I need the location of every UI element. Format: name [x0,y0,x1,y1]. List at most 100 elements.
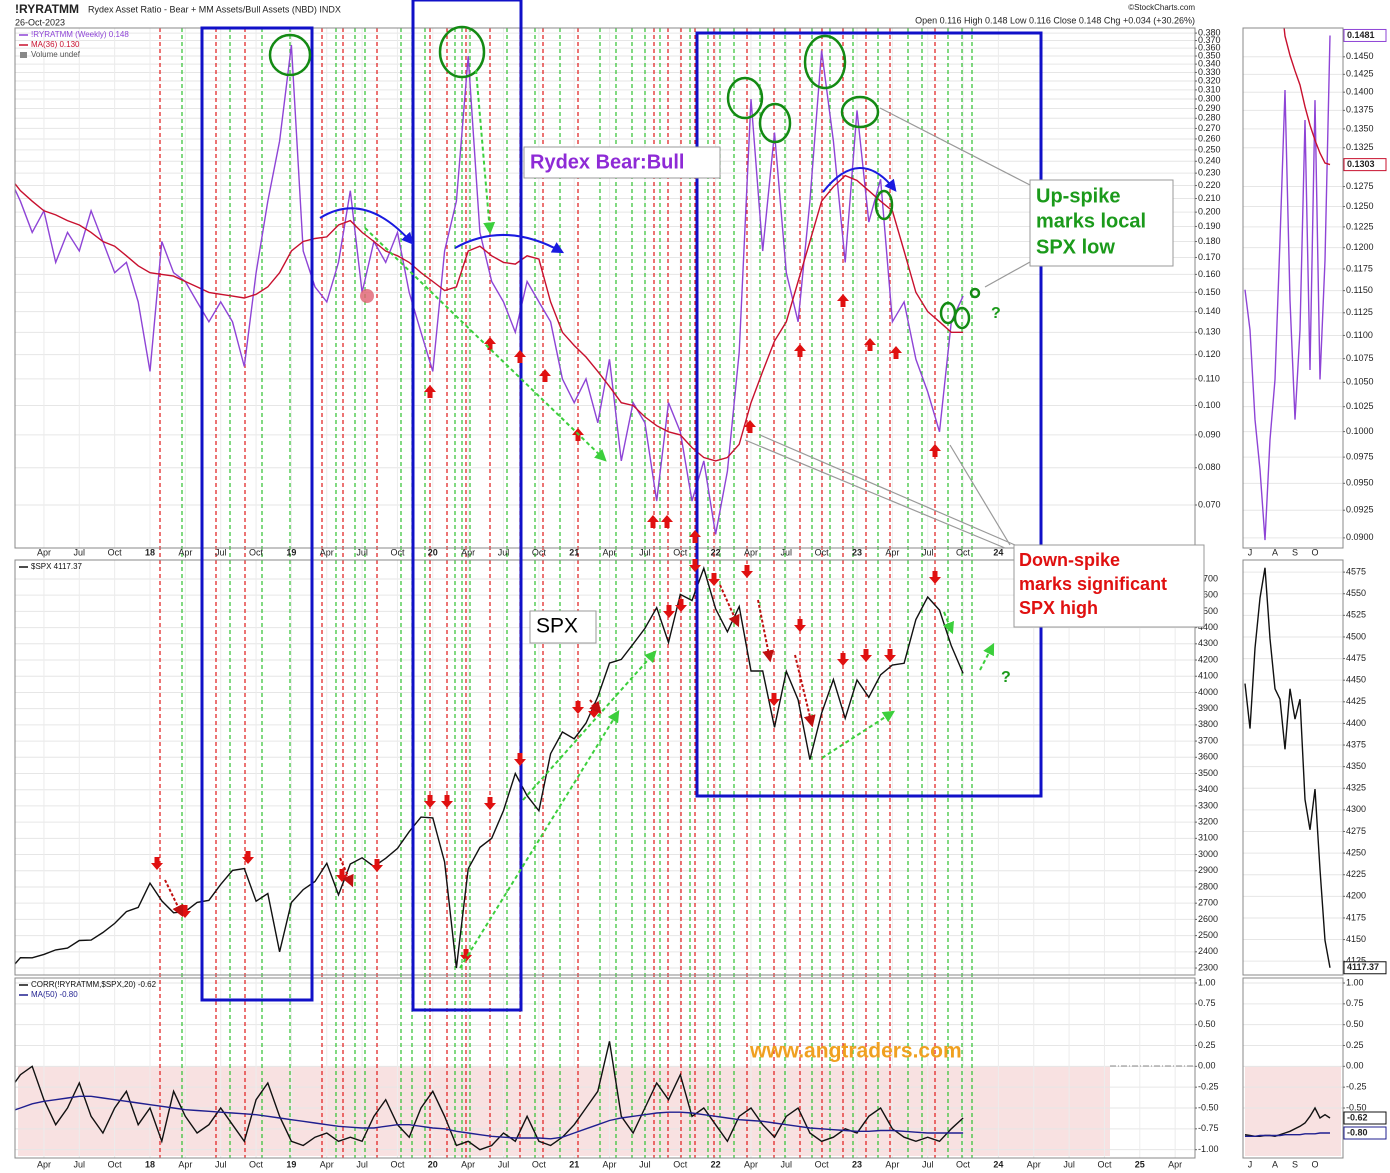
up-arrow [661,515,673,528]
y-tick-label: 0.1350 [1346,123,1374,133]
pointer-line [759,434,1016,546]
note-box [523,146,721,179]
y-tick-label: 0.350 [1198,50,1221,60]
down-arrow [689,559,701,572]
y-tick-label: 0.080 [1198,462,1221,472]
y-tick-label: 0.1375 [1346,105,1374,115]
y-tick-label: 4475 [1346,653,1366,663]
x-tick-label: Oct [108,547,123,557]
annotation-layer [151,0,1043,1012]
x-tick-label: Oct [956,547,971,557]
question-mark: ? [1001,669,1011,686]
trend-arrow [459,709,620,969]
y-tick-label: 0.0950 [1346,478,1374,488]
spike-circle [438,25,486,79]
legend-swatch [20,52,27,58]
legend-label: Volume undef [31,50,81,59]
y-tick-label: 4100 [1198,671,1218,681]
y-tick-label: 0.25 [1198,1040,1216,1050]
y-tick-label: 0.260 [1198,133,1221,143]
x-tick-label: 25 [1135,1159,1145,1169]
x-tick-label: Oct [390,547,405,557]
x-tick-label: Oct [249,1159,264,1169]
x-tick-label: O [1311,1159,1318,1169]
x-tick-label: Apr [320,547,334,557]
y-tick-label: 0.1175 [1346,263,1373,273]
trend-arrow [757,599,775,663]
y-tick-label: 0.1025 [1346,401,1374,411]
x-tick-label: Apr [603,1159,617,1169]
spike-circle [758,102,792,144]
y-tick-label: -0.25 [1346,1082,1367,1092]
y-tick-label: 0.090 [1198,429,1221,439]
down-arrow [179,905,191,918]
trend-arrow [589,699,602,714]
pointer-line [744,439,1006,549]
pointer-line [949,444,1011,546]
y-tick-label: 0.290 [1198,103,1221,113]
highlight-box [411,0,523,1012]
down-arrow [837,653,849,666]
spike-circle [840,95,880,129]
last-value-box [1343,1111,1387,1125]
y-tick-label: 0.00 [1346,1061,1364,1071]
down-spike-note: Down-spike [1019,550,1120,570]
y-tick-label: 4200 [1198,654,1218,664]
y-tick-label: 0.25 [1346,1040,1364,1050]
down-arrow [675,599,687,612]
y-tick-label: 0.1050 [1346,377,1374,387]
x-tick-label: Apr [178,1159,192,1169]
x-tick-label: Jul [1063,1159,1075,1169]
y-tick-label: 0.170 [1198,252,1221,262]
up-arrow [744,420,756,433]
y-tick-label: 1.00 [1198,977,1216,987]
pointer-line [879,107,1031,186]
description: Rydex Asset Ratio - Bear + MM Assets/Bul… [88,4,341,14]
trend-arrow [164,879,184,918]
y-tick-label: 4150 [1346,934,1366,944]
y-tick-label: 0.0975 [1346,452,1374,462]
y-tick-label: 0.370 [1198,35,1221,45]
y-tick-label: 3000 [1198,849,1218,859]
up-arrow [929,444,941,457]
y-tick-label: 0.1325 [1346,142,1374,152]
y-tick-label: 0.1250 [1346,201,1374,211]
highlight-box [695,31,1043,798]
x-tick-label: Apr [320,1159,334,1169]
y-tick-label: 0.1425 [1346,69,1374,79]
y-tick-label: 0.160 [1198,269,1221,279]
arc-arrow [319,207,414,245]
trend-arrow [794,654,816,728]
x-tick-label: Apr [178,547,192,557]
up-arrow [539,369,551,382]
spike-circle [874,189,894,221]
series-line [15,1095,964,1140]
trend-arrow [942,611,955,635]
series-line [1244,35,1331,541]
y-tick-label: 4200 [1346,891,1366,901]
x-tick-label: Oct [673,547,688,557]
up-spike-note: SPX low [1036,236,1115,258]
x-tick-label: Apr [744,1159,758,1169]
y-tick-label: 0.220 [1198,180,1221,190]
y-tick-label: 4300 [1198,638,1218,648]
series-line [1245,1132,1330,1137]
x-tick-label: Oct [815,547,830,557]
x-tick-label: 19 [286,1159,296,1169]
y-tick-label: 4375 [1346,739,1366,749]
y-tick-label: 0.140 [1198,306,1221,316]
x-tick-label: 18 [145,1159,155,1169]
x-tick-label: S [1292,1159,1298,1169]
y-tick-label: 0.210 [1198,193,1221,203]
legend-label: !RYRATMM (Weekly) 0.148 [31,30,129,39]
x-tick-label: Oct [532,1159,547,1169]
frames [14,27,1344,1159]
x-tick-label: 20 [428,1159,438,1169]
y-tick-label: 0.200 [1198,207,1221,217]
last-value-label: 0.1481 [1347,30,1375,40]
y-tick-label: 0.340 [1198,58,1221,68]
x-tick-label: Apr [37,1159,51,1169]
source: ©StockCharts.com [1128,3,1195,12]
y-tick-label: 3400 [1198,784,1218,794]
